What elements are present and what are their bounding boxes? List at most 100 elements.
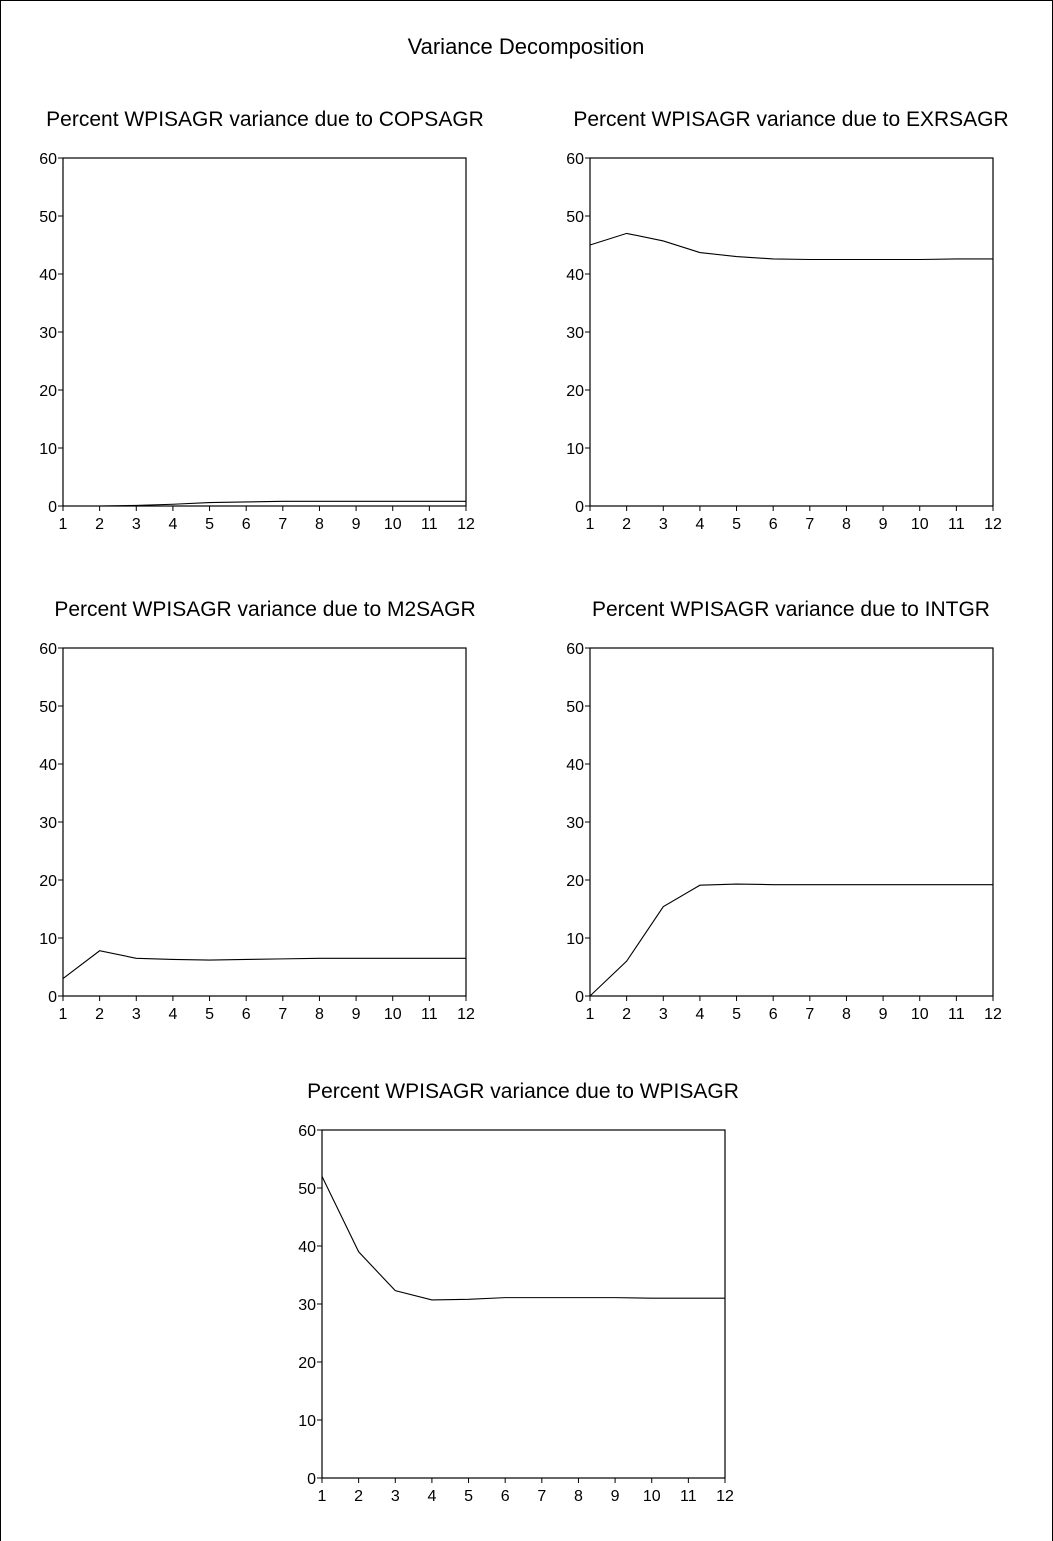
x-tick-label: 2 [95, 516, 104, 533]
x-tick-label: 3 [132, 516, 141, 533]
y-tick-label: 60 [39, 641, 57, 658]
x-tick-label: 1 [59, 516, 68, 533]
x-tick-label: 5 [205, 516, 214, 533]
x-tick-label: 12 [457, 1006, 475, 1023]
chart-title: Percent WPISAGR variance due to EXRSAGR [573, 108, 1008, 131]
chart-panel-3: Percent WPISAGR variance due to M2SAGR01… [39, 598, 475, 1023]
x-tick-label: 6 [242, 1006, 251, 1023]
y-tick-label: 60 [566, 151, 584, 168]
x-tick-label: 7 [805, 516, 814, 533]
x-tick-label: 1 [586, 1006, 595, 1023]
chart-panel-2: Percent WPISAGR variance due to EXRSAGR 0… [566, 108, 1008, 533]
chart-title: Percent WPISAGR variance due to INTGR [592, 598, 990, 621]
plot-frame [62, 157, 467, 507]
y-tick-label: 0 [48, 499, 57, 516]
series-line [63, 500, 466, 507]
x-tick-label: 10 [384, 1006, 402, 1023]
x-tick-label: 8 [842, 516, 851, 533]
y-tick-label: 30 [566, 815, 584, 832]
y-tick-label: 0 [575, 989, 584, 1006]
x-tick-label: 2 [95, 1006, 104, 1023]
y-tick-label: 40 [566, 267, 584, 284]
x-tick-label: 5 [205, 1006, 214, 1023]
x-tick-label: 7 [537, 1488, 546, 1505]
x-tick-label: 6 [242, 516, 251, 533]
x-tick-label: 9 [611, 1488, 620, 1505]
x-tick-label: 10 [911, 1006, 929, 1023]
x-tick-label: 6 [769, 516, 778, 533]
y-tick-label: 20 [39, 383, 57, 400]
x-tick-label: 3 [391, 1488, 400, 1505]
x-tick-label: 8 [315, 516, 324, 533]
x-tick-label: 9 [879, 516, 888, 533]
x-tick-label: 8 [842, 1006, 851, 1023]
x-tick-label: 6 [501, 1488, 510, 1505]
y-tick-label: 30 [39, 325, 57, 342]
y-tick-label: 50 [39, 209, 57, 226]
x-tick-label: 4 [695, 516, 704, 533]
x-tick-label: 6 [769, 1006, 778, 1023]
chart-panel-1: Percent WPISAGR variance due to COPSAGR 0… [39, 108, 484, 533]
x-tick-label: 5 [464, 1488, 473, 1505]
x-tick-label: 4 [168, 516, 177, 533]
x-tick-label: 9 [879, 1006, 888, 1023]
y-tick-label: 60 [39, 151, 57, 168]
y-tick-label: 10 [298, 1413, 316, 1430]
y-tick-label: 30 [298, 1297, 316, 1314]
y-tick-label: 0 [575, 499, 584, 516]
x-tick-label: 7 [805, 1006, 814, 1023]
figure-title: Variance Decomposition [408, 34, 645, 59]
x-tick-label: 10 [384, 516, 402, 533]
y-tick-label: 10 [39, 931, 57, 948]
x-tick-label: 2 [622, 1006, 631, 1023]
x-tick-label: 12 [716, 1488, 734, 1505]
x-tick-label: 3 [132, 1006, 141, 1023]
x-tick-label: 10 [911, 516, 929, 533]
y-tick-label: 40 [39, 267, 57, 284]
x-tick-label: 12 [457, 516, 475, 533]
x-tick-label: 12 [984, 1006, 1002, 1023]
x-tick-label: 10 [643, 1488, 661, 1505]
y-tick-label: 30 [39, 815, 57, 832]
y-tick-label: 0 [307, 1471, 316, 1488]
plot-frame [321, 1129, 726, 1479]
x-tick-label: 1 [318, 1488, 327, 1505]
x-tick-label: 1 [59, 1006, 68, 1023]
y-tick-label: 50 [39, 699, 57, 716]
y-tick-label: 30 [566, 325, 584, 342]
x-tick-label: 7 [278, 516, 287, 533]
y-tick-label: 20 [566, 873, 584, 890]
y-tick-label: 40 [298, 1239, 316, 1256]
y-tick-label: 20 [298, 1355, 316, 1372]
series-line [62, 950, 466, 980]
x-tick-label: 11 [948, 1006, 965, 1023]
x-tick-label: 4 [695, 1006, 704, 1023]
series-line [589, 883, 993, 997]
plot-frame [589, 647, 994, 997]
x-tick-label: 12 [984, 516, 1002, 533]
series-line [589, 232, 993, 261]
x-tick-label: 9 [352, 516, 361, 533]
chart-title: Percent WPISAGR variance due to COPSAGR [46, 108, 484, 131]
y-tick-label: 60 [566, 641, 584, 658]
x-tick-label: 2 [354, 1488, 363, 1505]
y-tick-label: 50 [298, 1181, 316, 1198]
x-tick-label: 7 [278, 1006, 287, 1023]
x-tick-label: 11 [421, 1006, 438, 1023]
x-tick-label: 5 [732, 516, 741, 533]
x-tick-label: 3 [659, 516, 668, 533]
chart-panel-4: Percent WPISAGR variance due to INTGR 0 10… [566, 598, 1002, 1023]
y-tick-label: 40 [566, 757, 584, 774]
x-tick-label: 3 [659, 1006, 668, 1023]
chart-title: Percent WPISAGR variance due to M2SAGR [54, 598, 475, 621]
y-tick-label: 10 [566, 931, 584, 948]
y-tick-label: 10 [566, 441, 584, 458]
y-tick-label: 50 [566, 699, 584, 716]
y-tick-label: 40 [39, 757, 57, 774]
chart-panel-5: Percent WPISAGR variance due to WPISAGR 0… [298, 1080, 739, 1505]
y-tick-label: 20 [566, 383, 584, 400]
x-tick-label: 2 [622, 516, 631, 533]
x-tick-label: 4 [427, 1488, 436, 1505]
series-line [321, 1176, 725, 1301]
